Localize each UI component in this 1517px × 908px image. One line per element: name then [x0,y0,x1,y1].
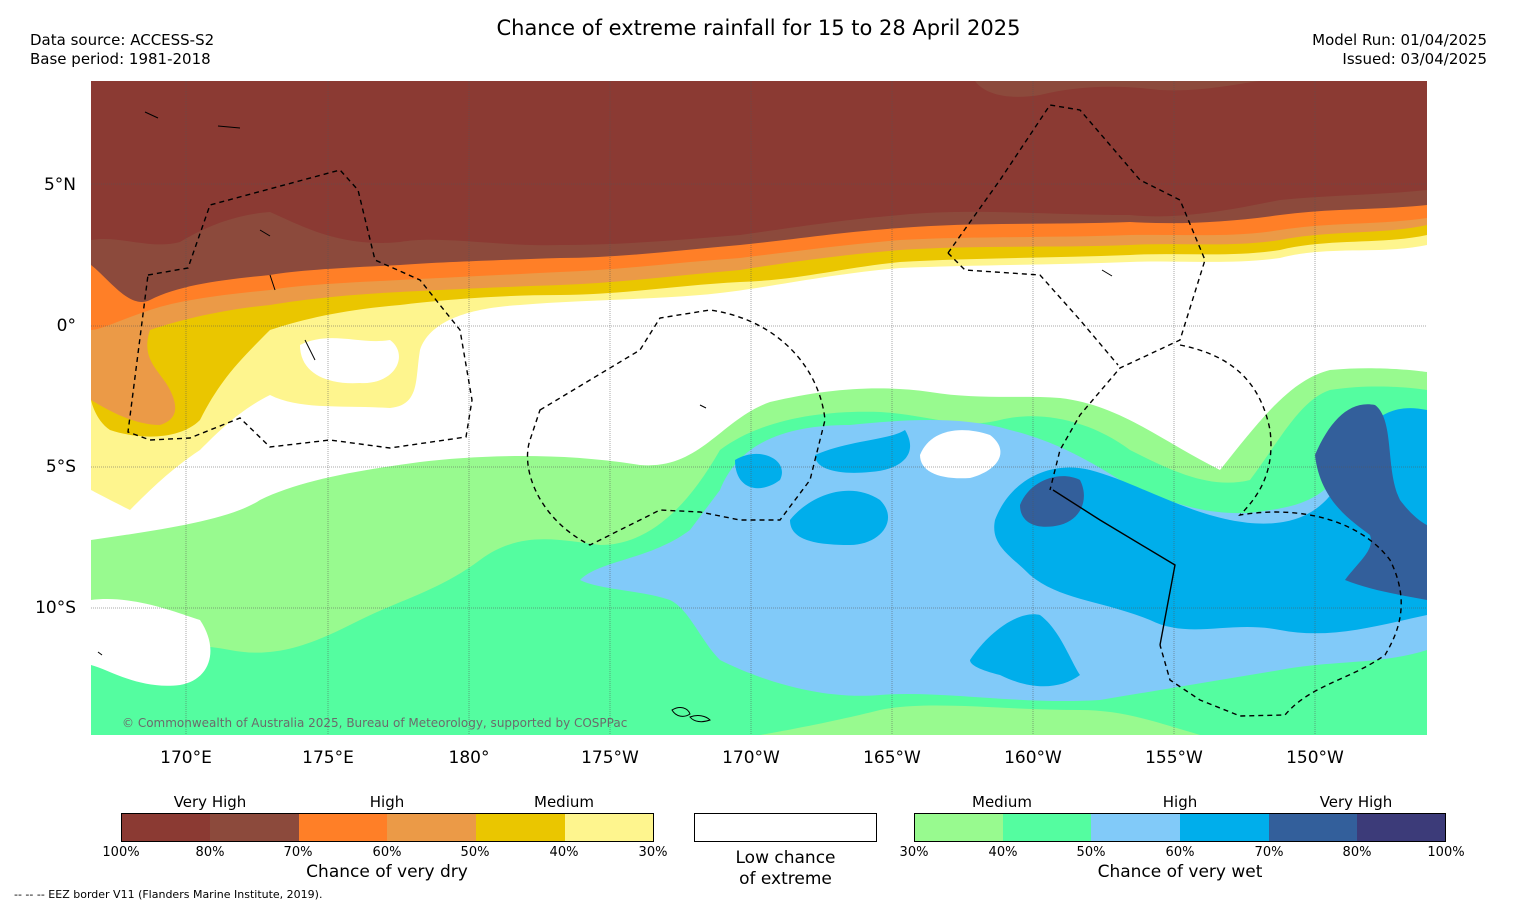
dry-legend-caption: Chance of very dry [306,862,468,882]
dry-heading-medium: Medium [534,793,594,811]
boundary-line [1052,489,1176,646]
dry-swatch-80-100 [121,813,210,841]
wet-heading-very-high: Very High [1319,793,1393,811]
lon-label-155w: 155°W [1145,748,1203,768]
wet-pct-30: 30% [899,845,929,860]
base-period-label: Base period: 1981-2018 [30,50,211,68]
low-chance-caption-line2: of extreme [739,869,832,889]
wet-swatch-30-40 [914,813,1003,841]
lon-label-170e: 170°E [160,748,212,768]
wet-swatch-40-50 [1003,813,1091,841]
lon-label-180: 180° [449,748,490,768]
wet-swatch-80-100 [1357,813,1446,841]
wet-pct-70: 70% [1254,845,1284,860]
wet-heading-medium: Medium [972,793,1032,811]
lon-label-150w: 150°W [1286,748,1344,768]
dry-heading-high: High [369,793,405,811]
map-field [91,81,1427,735]
dry-legend-frame [121,813,654,842]
dry-pct-30: 30% [638,845,668,860]
dry-pct-100: 100% [102,845,140,860]
lon-label-160w: 160°W [1004,748,1062,768]
wet-70-80-area [1020,404,1427,600]
map-title: Chance of extreme rainfall for 15 to 28 … [496,16,1021,40]
eez-borders [127,104,1402,717]
lat-label-10s: 10°S [35,598,76,618]
wet-swatch-50-60 [1091,813,1180,841]
wet-pct-100: 100% [1427,845,1465,860]
dry-heading-very-high: Very High [173,793,247,811]
dry-swatch-30-40 [565,813,653,841]
islands [97,111,1113,723]
data-source-label: Data source: ACCESS-S2 [30,31,215,49]
lon-label-165w: 165°W [863,748,921,768]
dry-pct-80: 80% [195,845,225,860]
wet-60-70-area [735,408,1427,687]
dry-80-100-area [91,81,1427,246]
wet-50-60-area [580,420,1427,702]
lon-label-175w: 175°W [581,748,639,768]
lon-label-175e: 175°E [302,748,354,768]
dry-pct-70: 70% [283,845,313,860]
dry-60-70-area [91,81,1427,330]
wet-legend-caption: Chance of very wet [1097,862,1263,882]
copyright-notice: © Commonwealth of Australia 2025, Bureau… [122,716,628,730]
lat-label-5n: 5°N [44,175,76,195]
dry-pct-40: 40% [549,845,579,860]
dry-swatch-70-80 [210,813,299,841]
eez-footnote: -- -- -- EEZ border V11 (Flanders Marine… [14,888,323,901]
dry-swatch-60-70 [299,813,387,841]
wet-heading-high: High [1162,793,1198,811]
wet-legend-frame [914,813,1446,842]
low-chance-swatch [694,813,877,842]
low-chance-caption-line1: Low chance [735,848,836,868]
dry-swatch-40-50 [476,813,565,841]
wet-pct-50: 50% [1076,845,1106,860]
lat-label-0: 0° [57,316,76,336]
lat-label-5s: 5°S [46,457,76,477]
wet-pct-40: 40% [988,845,1018,860]
wet-pct-60: 60% [1165,845,1195,860]
wet-swatch-60-70 [1180,813,1269,841]
dry-pct-50: 50% [460,845,490,860]
issued-label: Issued: 03/04/2025 [1342,50,1487,68]
lon-label-170w: 170°W [722,748,780,768]
wet-swatch-70-80 [1269,813,1357,841]
wet-pct-80: 80% [1342,845,1372,860]
model-run-label: Model Run: 01/04/2025 [1312,31,1487,49]
dry-swatch-50-60 [387,813,476,841]
dry-pct-60: 60% [372,845,402,860]
